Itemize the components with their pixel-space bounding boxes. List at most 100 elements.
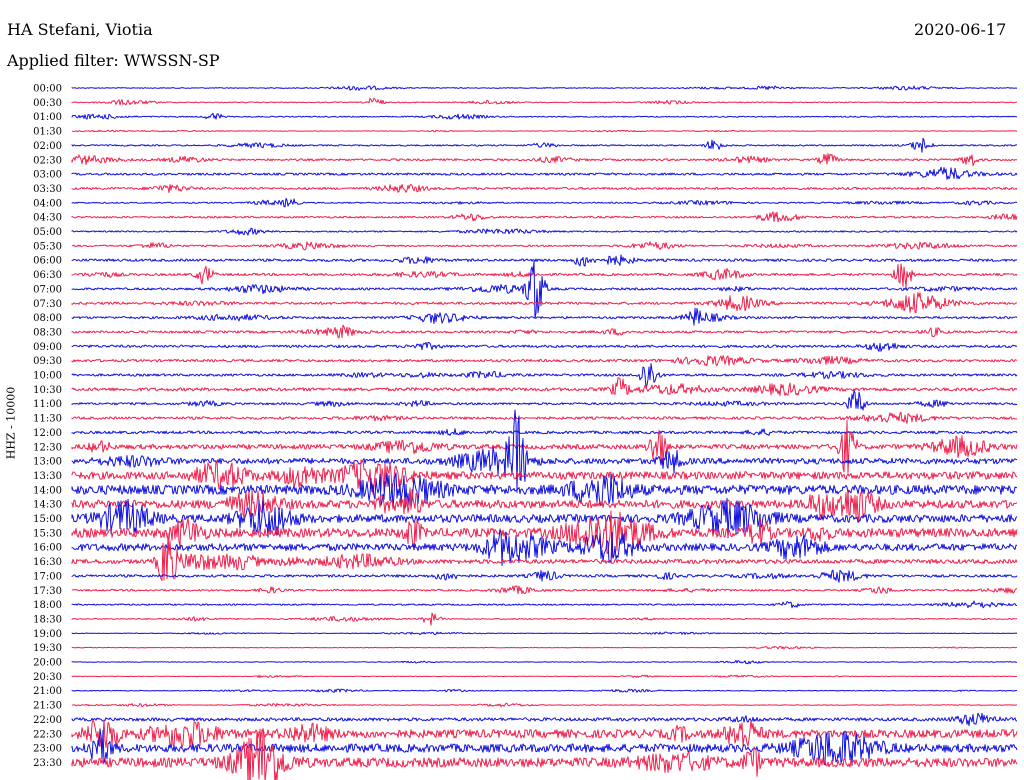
row-time-label: 22:00 [33, 715, 62, 726]
trace-line [71, 254, 1018, 267]
row-time-label: 20:00 [33, 658, 62, 669]
trace-line [71, 612, 1018, 626]
trace-line [71, 487, 1018, 523]
trace-line [71, 712, 1018, 727]
row-time-label: 03:00 [33, 170, 62, 181]
trace-line [71, 260, 1018, 319]
row-time-label: 02:30 [33, 155, 62, 166]
row-time-label: 13:30 [33, 471, 62, 482]
trace-line [71, 342, 1018, 352]
row-time-label: 10:30 [33, 385, 62, 396]
row-time-label: 21:30 [33, 701, 62, 712]
row-time-label: 16:00 [33, 543, 62, 554]
row-time-label: 12:00 [33, 428, 62, 439]
row-time-label: 02:00 [33, 141, 62, 152]
time-tick-labels: 00:00 00:30 01:00 01:30 02:00 02:30 03:00 03:30… [33, 84, 62, 769]
row-time-label: 11:00 [33, 399, 62, 410]
trace-line [71, 569, 1018, 583]
trace-line [71, 85, 1018, 91]
trace-line [71, 129, 1018, 133]
trace-line [71, 197, 1018, 208]
trace-line [71, 719, 1018, 748]
row-time-label: 14:30 [33, 500, 62, 511]
row-time-label: 10:00 [33, 371, 62, 382]
trace-line [71, 411, 1018, 424]
row-time-label: 04:30 [33, 213, 62, 224]
row-time-label: 04:00 [33, 198, 62, 209]
trace-line [71, 510, 1018, 558]
trace-line [71, 472, 1017, 510]
row-time-label: 01:00 [33, 112, 62, 123]
row-time-label: 00:00 [33, 84, 62, 95]
trace-line [71, 659, 1018, 665]
row-time-label: 21:00 [33, 686, 62, 697]
row-time-label: 05:30 [33, 241, 62, 252]
row-time-label: 00:30 [33, 98, 62, 109]
trace-line [71, 137, 1018, 153]
row-time-label: 07:00 [33, 284, 62, 295]
trace-line [72, 702, 1018, 708]
row-time-label: 07:30 [33, 299, 62, 310]
trace-line [71, 631, 1018, 635]
trace-line [71, 428, 1018, 436]
row-time-label: 01:30 [33, 127, 62, 138]
row-time-label: 11:30 [33, 414, 62, 425]
row-time-label: 13:00 [33, 457, 62, 468]
row-time-label: 18:00 [33, 600, 62, 611]
trace-line [71, 211, 1018, 223]
row-time-label: 14:00 [33, 485, 62, 496]
trace-line [71, 688, 1018, 693]
station-title: HA Stefani, Viotia [7, 20, 153, 39]
row-time-label: 09:00 [33, 342, 62, 353]
row-time-label: 17:30 [33, 586, 62, 597]
trace-line [71, 497, 1018, 539]
row-time-label: 09:30 [33, 356, 62, 367]
row-time-label: 16:30 [33, 557, 62, 568]
row-time-label: 03:30 [33, 184, 62, 195]
trace-line [71, 183, 1018, 194]
row-time-label: 23:00 [33, 744, 62, 755]
trace-line [71, 728, 1018, 780]
row-time-label: 20:30 [33, 672, 62, 683]
trace-line [71, 355, 1018, 367]
seismogram-traces [71, 85, 1018, 780]
trace-line [71, 363, 1018, 389]
row-time-label: 19:00 [33, 629, 62, 640]
row-time-label: 18:30 [33, 614, 62, 625]
trace-line [71, 459, 1018, 495]
row-time-label: 08:30 [33, 327, 62, 338]
row-time-label: 08:00 [33, 313, 62, 324]
trace-line [71, 263, 1018, 288]
trace-line [71, 97, 1018, 106]
trace-line [71, 389, 1018, 411]
row-time-label: 23:30 [33, 758, 62, 769]
row-time-label: 15:30 [33, 528, 62, 539]
trace-line [71, 530, 1018, 566]
record-date: 2020-06-17 [914, 20, 1007, 39]
trace-line [71, 166, 1018, 180]
row-time-label: 05:00 [33, 227, 62, 238]
trace-line [71, 377, 1018, 397]
trace-line [71, 419, 1018, 474]
row-time-label: 06:30 [33, 270, 62, 281]
row-time-label: 22:30 [33, 729, 62, 740]
trace-line [71, 227, 1018, 236]
trace-line [71, 307, 1018, 326]
trace-line [71, 532, 1018, 582]
filter-label: Applied filter: WWSSN-SP [7, 51, 220, 70]
trace-line [71, 585, 1018, 595]
trace-line [71, 409, 1018, 493]
trace-line [71, 600, 1018, 609]
trace-line [71, 645, 1018, 650]
trace-line [71, 728, 1018, 767]
row-time-label: 17:00 [33, 571, 62, 582]
row-time-label: 15:00 [33, 514, 62, 525]
row-time-label: 06:00 [33, 256, 62, 267]
trace-line [71, 112, 1017, 120]
trace-line [71, 153, 1018, 167]
trace-line [71, 324, 1018, 339]
trace-line [71, 674, 1018, 678]
row-time-label: 19:30 [33, 643, 62, 654]
row-time-label: 12:30 [33, 442, 62, 453]
